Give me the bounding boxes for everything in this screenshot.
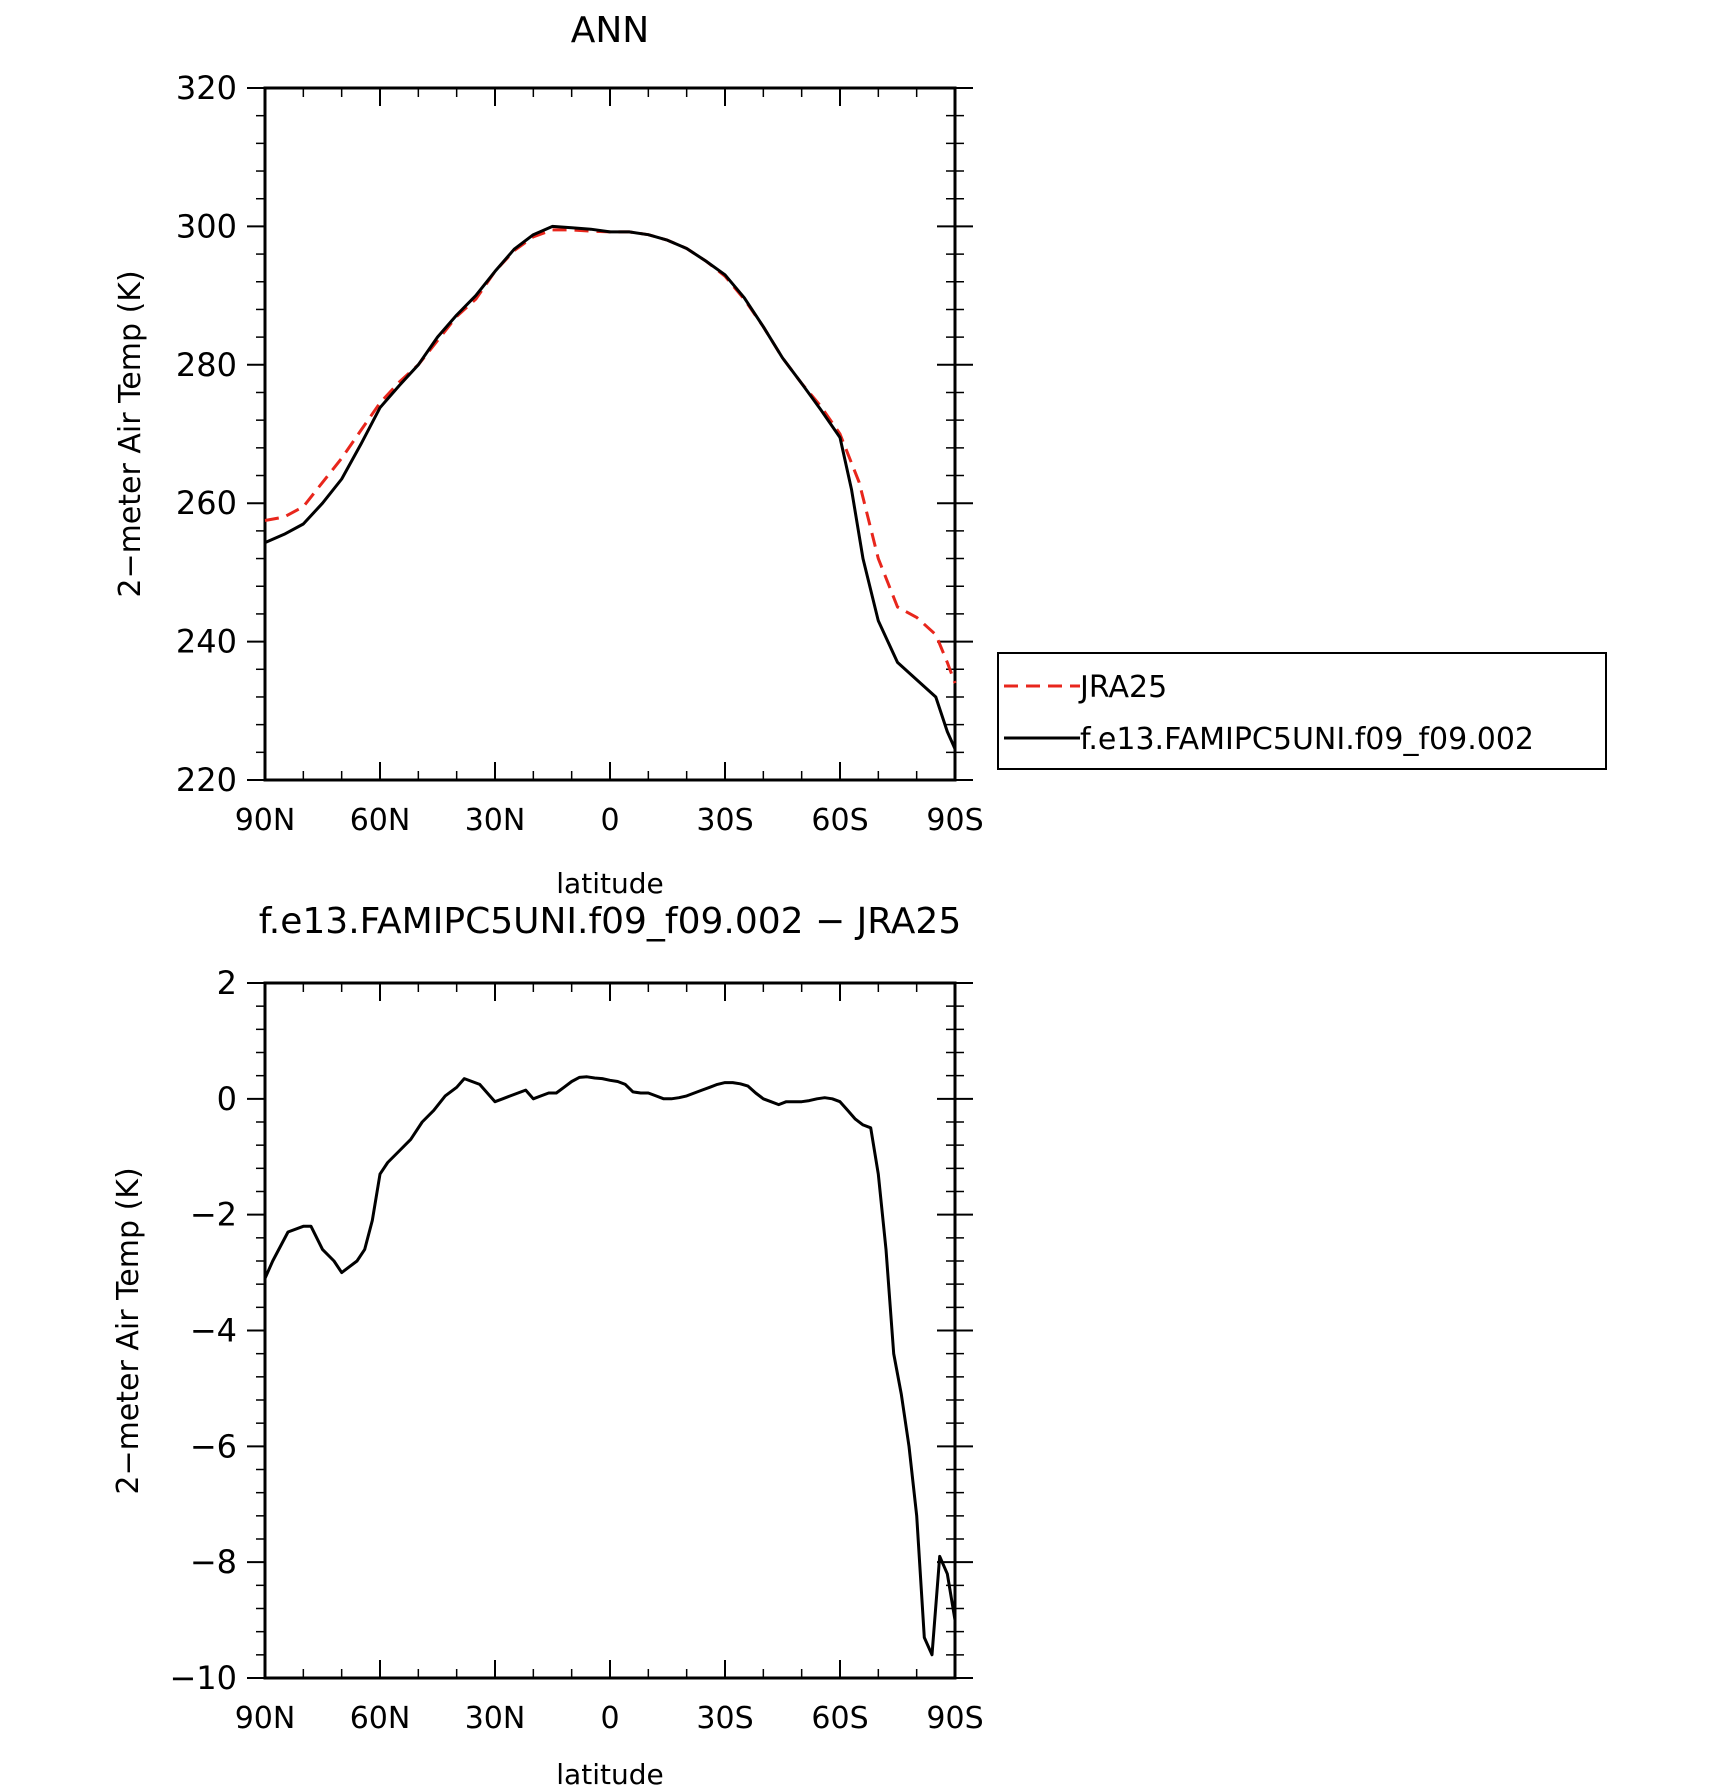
- x-tick-label: 90S: [926, 803, 983, 838]
- y-tick-label: −10: [169, 1659, 237, 1697]
- bottom-panel-ticks: 90N 60N 30N 0 30S 60S 90S −10 −8 −6 −4 −2 0 2: [169, 964, 983, 1736]
- bottom-panel-plot-frame: [263, 981, 957, 1680]
- top-panel-x-axis-label: latitude: [556, 867, 663, 900]
- legend-label-jra25: JRA25: [1078, 670, 1167, 705]
- top-panel: ANN latitude 2−meter Air Temp (K) 90N 60N…: [113, 10, 984, 900]
- y-tick-label: −2: [190, 1196, 237, 1234]
- x-tick-label: 60S: [811, 803, 868, 838]
- series-line-0-0: [264, 228, 957, 684]
- y-tick-label: −6: [190, 1427, 237, 1465]
- x-tick-label: 90N: [235, 803, 296, 838]
- y-tick-label: 220: [176, 761, 237, 799]
- top-panel-series: [264, 224, 957, 750]
- y-tick-label: 320: [176, 69, 237, 107]
- x-tick-label: 60N: [350, 1701, 411, 1736]
- y-tick-label: 260: [176, 484, 237, 522]
- y-tick-label: 0: [217, 1080, 237, 1118]
- y-tick-label: 280: [176, 346, 237, 384]
- top-panel-ticks: 90N 60N 30N 0 30S 60S 90S 220 240 260 280 300 320: [176, 69, 984, 838]
- x-tick-label: 0: [600, 803, 619, 838]
- x-tick-label: 60S: [811, 1701, 868, 1736]
- bottom-panel-y-axis-label: 2−meter Air Temp (K): [111, 1167, 146, 1494]
- y-tick-label: −4: [190, 1312, 237, 1350]
- y-tick-label: −8: [190, 1543, 237, 1581]
- series-line-1-0: [263, 1075, 957, 1657]
- x-tick-label: 30S: [696, 1701, 753, 1736]
- bottom-panel-title: f.e13.FAMIPC5UNI.f09_f09.002 − JRA25: [259, 901, 961, 942]
- x-tick-label: 30N: [465, 1701, 526, 1736]
- y-tick-label: 240: [176, 623, 237, 661]
- top-panel-title: ANN: [571, 10, 650, 51]
- x-tick-label: 60N: [350, 803, 411, 838]
- series-line-0-1: [264, 224, 957, 750]
- x-tick-label: 90S: [926, 1701, 983, 1736]
- x-tick-label: 30N: [465, 803, 526, 838]
- x-tick-label: 0: [600, 1701, 619, 1736]
- y-tick-label: 300: [176, 207, 237, 245]
- legend-box: [997, 652, 1607, 770]
- bottom-panel-x-axis-label: latitude: [556, 1758, 663, 1789]
- legend-label-model: f.e13.FAMIPC5UNI.f09_f09.002: [1080, 722, 1534, 757]
- x-tick-label: 90N: [235, 1701, 296, 1736]
- legend: JRA25 f.e13.FAMIPC5UNI.f09_f09.002: [997, 652, 1607, 770]
- bottom-panel: f.e13.FAMIPC5UNI.f09_f09.002 − JRA25 lat…: [111, 901, 984, 1789]
- x-tick-label: 30S: [696, 803, 753, 838]
- y-tick-label: 2: [217, 964, 237, 1002]
- top-panel-plot-frame: [263, 86, 957, 782]
- top-panel-y-axis-label: 2−meter Air Temp (K): [113, 270, 148, 597]
- bottom-panel-series: [263, 1075, 957, 1657]
